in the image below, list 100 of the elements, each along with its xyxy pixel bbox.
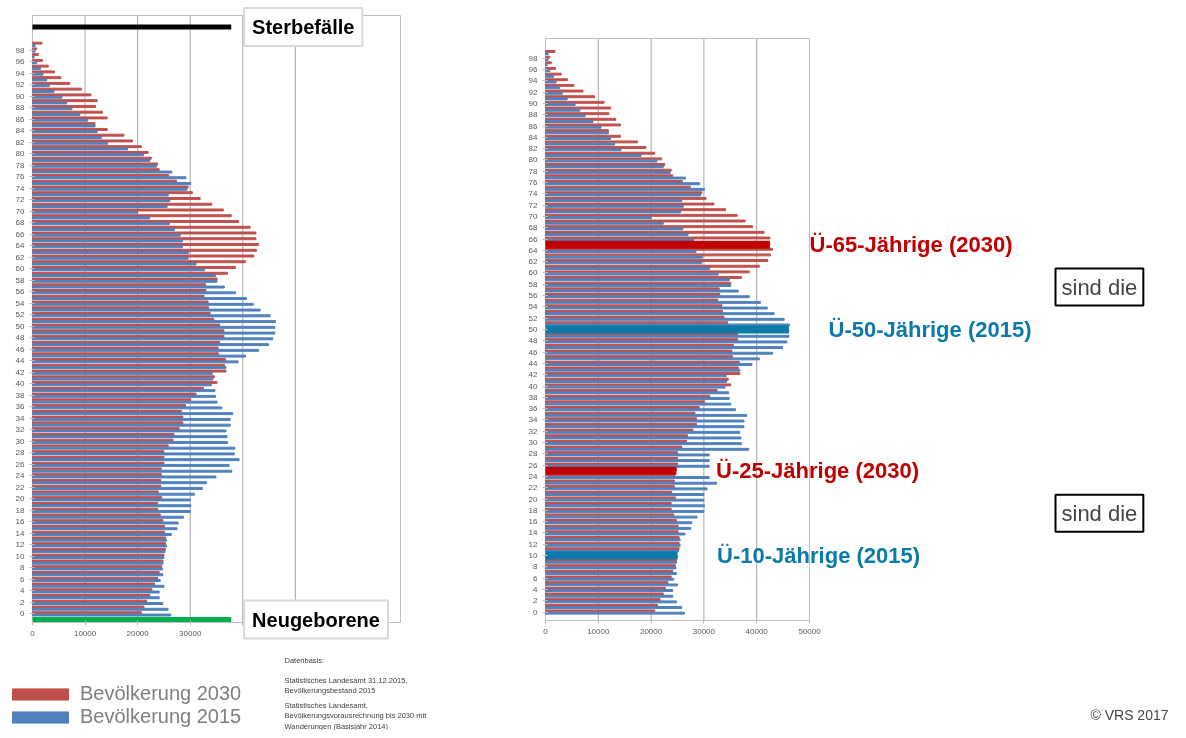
y-tick-label: 92 <box>528 87 539 97</box>
y-tick-label: 20 <box>15 494 26 504</box>
y-tick-label: 12 <box>15 540 26 550</box>
x-tick-label: 0 <box>543 626 549 636</box>
y-tick-label: 72 <box>15 195 26 205</box>
y-tick-label: 54 <box>15 298 26 308</box>
y-tick-label: 62 <box>528 257 539 267</box>
y-tick-label: 44 <box>15 356 26 366</box>
y-tick-label: 74 <box>15 183 26 193</box>
y-tick-label: 42 <box>528 370 539 380</box>
y-tick-label: 78 <box>528 166 539 176</box>
text: © VRS 2017 <box>1090 706 1169 723</box>
x-tick-label: 10000 <box>587 626 610 636</box>
y-tick-label: 50 <box>15 321 26 331</box>
ref-line-label: Ü-10-Jährige (2015) <box>717 543 921 569</box>
x-tick-label: 20000 <box>639 626 663 636</box>
x-tick-label: 20000 <box>126 628 150 638</box>
y-tick-label: 2 <box>20 597 26 607</box>
y-tick-label: 76 <box>528 178 539 188</box>
ref-line-label: Neugeborene <box>252 608 380 631</box>
y-tick-label: 40 <box>15 379 26 389</box>
y-tick-label: 94 <box>15 68 26 78</box>
y-tick-label: 56 <box>15 287 26 297</box>
y-tick-label: 28 <box>528 449 539 459</box>
y-tick-label: 82 <box>15 137 26 147</box>
y-tick-label: 6 <box>533 573 539 583</box>
y-tick-label: 68 <box>15 218 26 228</box>
y-tick-label: 10 <box>528 551 539 561</box>
y-tick-label: 28 <box>15 448 26 458</box>
y-tick-label: 74 <box>528 189 539 199</box>
y-tick-label: 46 <box>15 344 26 354</box>
y-tick-label: 24 <box>15 471 26 481</box>
y-tick-label: 16 <box>15 517 26 527</box>
y-tick-label: 88 <box>15 103 26 113</box>
y-tick-label: 36 <box>15 402 26 412</box>
y-tick-label: 60 <box>15 264 26 274</box>
ref-line-label: Ü-25-Jährige (2030) <box>716 458 920 484</box>
y-tick-label: 34 <box>15 413 26 423</box>
y-tick-label: 82 <box>528 144 539 154</box>
y-tick-label: 16 <box>528 517 539 527</box>
y-tick-label: 0 <box>533 607 539 617</box>
y-tick-label: 20 <box>528 494 539 504</box>
ref-line-label: Ü-50-Jährige (2015) <box>828 317 1032 342</box>
y-tick-label: 18 <box>528 505 539 515</box>
y-tick-label: 90 <box>15 91 26 101</box>
y-tick-label: 68 <box>528 223 539 233</box>
y-tick-label: 64 <box>528 245 539 255</box>
y-tick-label: 18 <box>15 505 26 515</box>
y-tick-label: 96 <box>528 65 539 75</box>
y-tick-label: 58 <box>528 279 539 289</box>
y-tick-label: 4 <box>20 586 26 596</box>
y-tick-label: 36 <box>528 404 539 414</box>
y-tick-label: 38 <box>15 390 26 400</box>
y-tick-label: 30 <box>15 436 26 446</box>
legend-label: Bevölkerung 2015 <box>80 705 242 728</box>
y-tick-label: 84 <box>15 126 26 136</box>
y-tick-label: 90 <box>528 98 539 108</box>
y-tick-label: 2 <box>533 596 539 606</box>
y-tick-label: 78 <box>15 160 26 170</box>
y-tick-label: 80 <box>15 149 26 159</box>
y-tick-label: 66 <box>528 234 539 244</box>
y-tick-label: 6 <box>20 574 26 584</box>
y-tick-label: 32 <box>528 426 539 436</box>
y-tick-label: 52 <box>15 310 26 320</box>
y-tick-label: 8 <box>20 563 26 573</box>
y-tick-label: 80 <box>528 155 539 165</box>
x-tick-label: 50000 <box>798 626 822 636</box>
y-tick-label: 24 <box>528 471 539 481</box>
y-tick-label: 86 <box>528 121 539 131</box>
y-tick-label: 60 <box>528 268 539 278</box>
y-tick-label: 52 <box>528 313 539 323</box>
x-tick-label: 30000 <box>692 626 716 636</box>
y-tick-label: 14 <box>528 528 539 538</box>
x-tick-label: 10000 <box>73 628 97 638</box>
y-tick-label: 94 <box>528 76 539 86</box>
y-tick-label: 72 <box>528 200 539 210</box>
y-tick-label: 62 <box>15 252 26 262</box>
text: sind die <box>1061 500 1138 526</box>
y-tick-label: 0 <box>20 609 26 619</box>
y-tick-label: 50 <box>528 325 539 334</box>
y-tick-label: 98 <box>528 53 539 63</box>
y-tick-label: 88 <box>528 110 539 120</box>
y-tick-label: 70 <box>528 211 539 221</box>
ref-line-label: Sterbefälle <box>252 16 355 39</box>
y-tick-label: 92 <box>15 80 26 90</box>
y-tick-label: 56 <box>528 291 539 301</box>
y-tick-label: 58 <box>15 275 26 285</box>
x-tick-label: 30000 <box>179 628 202 638</box>
y-tick-label: 34 <box>528 415 539 425</box>
y-tick-label: 48 <box>528 336 539 346</box>
y-tick-label: 32 <box>15 425 26 435</box>
legend-label: Bevölkerung 2030 <box>80 682 242 705</box>
y-tick-label: 96 <box>15 57 26 67</box>
y-tick-label: 70 <box>15 206 26 216</box>
y-tick-label: 64 <box>15 241 26 251</box>
y-tick-label: 26 <box>15 459 26 469</box>
y-tick-label: 4 <box>533 584 539 594</box>
x-tick-label: 0 <box>30 628 36 638</box>
y-tick-label: 38 <box>528 392 539 402</box>
y-tick-label: 54 <box>528 302 539 312</box>
